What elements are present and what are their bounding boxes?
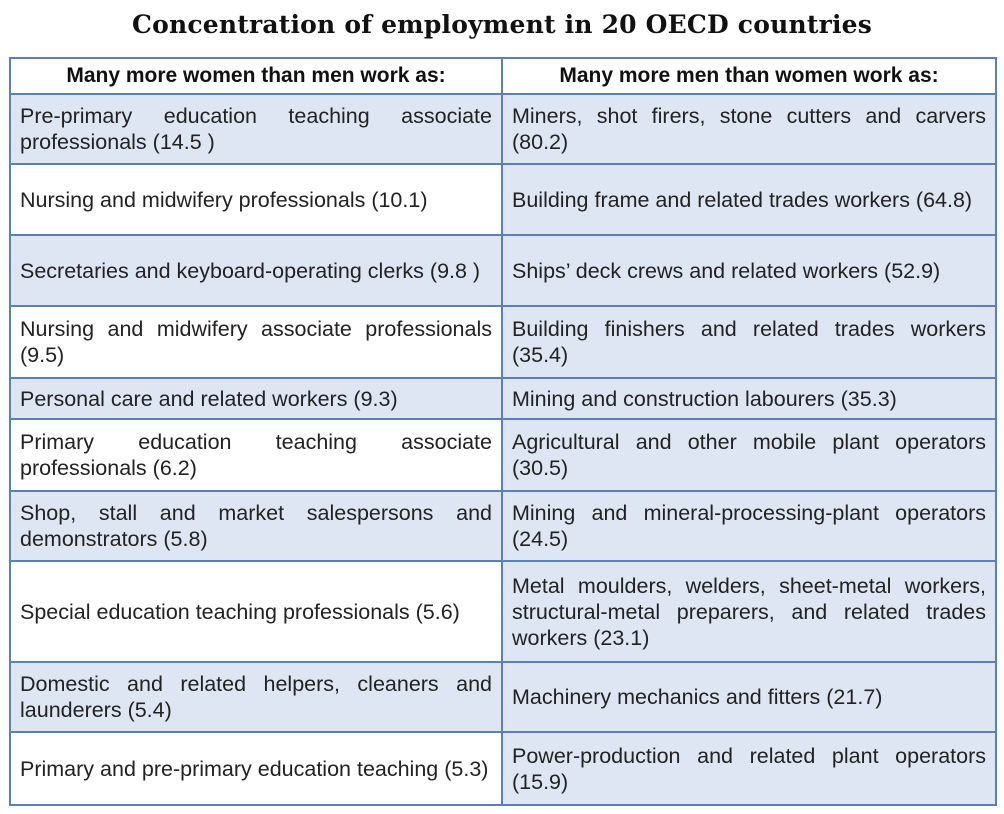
men-occupation-cell: Ships’ deck crews and related workers (5…	[501, 234, 997, 307]
table-row: Primary and pre-primary education teachi…	[9, 731, 997, 806]
table-row: Nursing and midwifery professionals (10.…	[9, 163, 997, 236]
header-women: Many more women than men work as:	[9, 57, 503, 95]
women-occupation-cell: Nursing and midwifery associate professi…	[9, 305, 503, 379]
women-occupation-cell: Personal care and related workers (9.3)	[9, 377, 503, 420]
men-occupation-cell: Building frame and related trades worker…	[501, 163, 997, 236]
table-row: Pre-primary education teaching associate…	[9, 93, 997, 165]
men-occupation-cell: Power-production and related plant opera…	[501, 731, 997, 806]
women-occupation-cell: Shop, stall and market salespersons and …	[9, 490, 503, 562]
men-occupation-cell: Metal moulders, welders, sheet-metal wor…	[501, 560, 997, 663]
women-occupation-cell: Special education teaching professionals…	[9, 560, 503, 663]
header-men: Many more men than women work as:	[501, 57, 997, 95]
women-occupation-cell: Nursing and midwifery professionals (10.…	[9, 163, 503, 236]
table-row: Shop, stall and market salespersons and …	[9, 490, 997, 562]
table-row: Domestic and related helpers, cleaners a…	[9, 661, 997, 733]
page-title: Concentration of employment in 20 OECD c…	[131, 10, 873, 39]
table-row: Special education teaching professionals…	[9, 560, 997, 663]
men-occupation-cell: Mining and mineral-processing-plant oper…	[501, 490, 997, 562]
employment-table: Many more women than men work as: Many m…	[9, 57, 997, 806]
women-occupation-cell: Pre-primary education teaching associate…	[9, 93, 503, 165]
women-occupation-cell: Secretaries and keyboard-operating clerk…	[9, 234, 503, 307]
men-occupation-cell: Miners, shot firers, stone cutters and c…	[501, 93, 997, 165]
men-occupation-cell: Building finishers and related trades wo…	[501, 305, 997, 379]
women-occupation-cell: Primary education teaching associate pro…	[9, 418, 503, 492]
table-row: Personal care and related workers (9.3) …	[9, 377, 997, 420]
men-occupation-cell: Mining and construction labourers (35.3)	[501, 377, 997, 420]
men-occupation-cell: Machinery mechanics and fitters (21.7)	[501, 661, 997, 733]
table-row: Nursing and midwifery associate professi…	[9, 305, 997, 379]
women-occupation-cell: Domestic and related helpers, cleaners a…	[9, 661, 503, 733]
men-occupation-cell: Agricultural and other mobile plant oper…	[501, 418, 997, 492]
table-row: Secretaries and keyboard-operating clerk…	[9, 234, 997, 307]
table-row: Primary education teaching associate pro…	[9, 418, 997, 492]
table-header-row: Many more women than men work as: Many m…	[9, 57, 997, 95]
women-occupation-cell: Primary and pre-primary education teachi…	[9, 731, 503, 806]
